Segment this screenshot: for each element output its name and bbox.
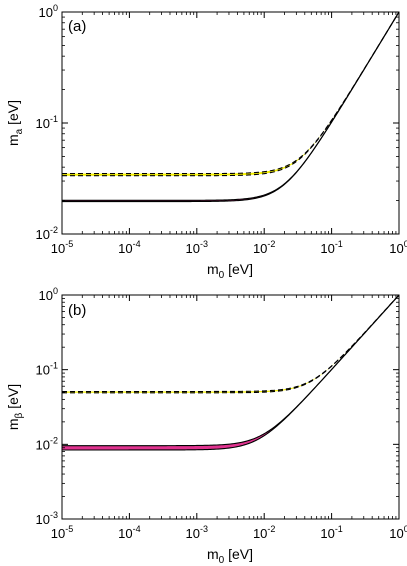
tick-exp: 0 bbox=[53, 286, 58, 296]
panel-b-x-axis-label-main: m bbox=[207, 546, 219, 562]
tick-base: 10 bbox=[253, 241, 267, 256]
tick-exp: 0 bbox=[53, 3, 58, 13]
panel-b-band-0-edge-0 bbox=[62, 294, 400, 451]
panel-b-ticks bbox=[61, 294, 400, 520]
panel-a-x-axis-label-sub: 0 bbox=[219, 270, 225, 281]
tick-exp: -3 bbox=[50, 510, 58, 520]
panel-b-x-tick-label: 10-4 bbox=[118, 524, 140, 541]
panel-b-y-tick-label: 10-1 bbox=[36, 361, 58, 378]
panel-a-x-tick-label: 100 bbox=[389, 239, 407, 256]
panel-b-x-tick-label: 10-5 bbox=[51, 524, 73, 541]
panel-b-band-0-edge-1 bbox=[62, 294, 400, 447]
tick-exp: -1 bbox=[50, 114, 58, 124]
panel-a-y-axis-label-unit: [eV] bbox=[5, 100, 21, 129]
tick-base: 10 bbox=[39, 5, 53, 20]
panel-b-y-tick-label: 10-3 bbox=[36, 510, 58, 527]
tick-base: 10 bbox=[186, 241, 200, 256]
tick-base: 10 bbox=[36, 116, 50, 131]
panel-a-y-tick-label: 10-1 bbox=[36, 114, 58, 131]
panel-a-x-axis-label: m0 [eV] bbox=[207, 261, 253, 281]
tick-exp: -1 bbox=[50, 361, 58, 371]
tick-exp: 0 bbox=[404, 239, 407, 249]
tick-exp: -5 bbox=[65, 524, 73, 534]
tick-base: 10 bbox=[186, 526, 200, 541]
tick-exp: -3 bbox=[200, 524, 208, 534]
panel-a-x-axis-label-main: m bbox=[207, 261, 219, 277]
tick-exp: -1 bbox=[335, 239, 343, 249]
panel-b: 10-5 10-4 10-3 10-2 10-1 100 10-310-210-1100 … bbox=[5, 286, 407, 566]
panel-a-y-axis-label-sub: a bbox=[14, 128, 25, 134]
panel-a-x-tick-label: 10-3 bbox=[186, 239, 208, 256]
panel-b-band-1-edge-1 bbox=[62, 294, 400, 393]
panel-a-x-tick-label: 10-4 bbox=[118, 239, 140, 256]
panel-b-y-axis-label: mβ [eV] bbox=[5, 384, 25, 430]
panel-b-y-tick-label: 100 bbox=[39, 286, 58, 303]
panel-b-label: (b) bbox=[68, 302, 86, 319]
panel-a-y-axis-label-main: m bbox=[5, 134, 21, 146]
panel-b-x-axis-label: m0 [eV] bbox=[207, 546, 253, 566]
panel-a-band-0-edge-1 bbox=[62, 11, 400, 201]
panel-b-frame bbox=[61, 294, 400, 520]
tick-exp: -3 bbox=[200, 239, 208, 249]
tick-base: 10 bbox=[320, 526, 334, 541]
tick-base: 10 bbox=[389, 241, 403, 256]
panel-b-y-axis-label-main: m bbox=[5, 418, 21, 430]
panel-a-band-1-edge-1 bbox=[62, 11, 400, 175]
panel-b-x-axis-label-unit: [eV] bbox=[224, 546, 253, 562]
tick-exp: -5 bbox=[65, 239, 73, 249]
panel-b-lines bbox=[62, 294, 400, 451]
tick-base: 10 bbox=[51, 526, 65, 541]
tick-base: 10 bbox=[36, 512, 50, 527]
tick-exp: -2 bbox=[50, 225, 58, 235]
tick-base: 10 bbox=[118, 241, 132, 256]
panel-a-y-tick-label: 10-2 bbox=[36, 225, 58, 242]
panel-b-bands bbox=[62, 295, 399, 450]
panel-a-label: (a) bbox=[68, 18, 86, 35]
tick-base: 10 bbox=[39, 288, 53, 303]
panel-b-x-tick-label: 100 bbox=[389, 524, 407, 541]
tick-base: 10 bbox=[36, 363, 50, 378]
panel-a-x-tick-labels: 10-5 10-4 10-3 10-2 10-1 100 bbox=[51, 239, 407, 256]
tick-base: 10 bbox=[320, 241, 334, 256]
panel-a-x-tick-label: 10-2 bbox=[253, 239, 275, 256]
tick-base: 10 bbox=[118, 526, 132, 541]
panel-a-band-1-edge-0 bbox=[62, 11, 400, 177]
tick-base: 10 bbox=[51, 241, 65, 256]
panel-b-band-0-fill bbox=[62, 295, 399, 450]
panel-a-x-tick-label: 10-1 bbox=[320, 239, 342, 256]
panel-a-y-axis-label: ma [eV] bbox=[5, 100, 25, 146]
tick-exp: -1 bbox=[335, 524, 343, 534]
tick-exp: -2 bbox=[50, 435, 58, 445]
panel-a-x-axis-label-unit: [eV] bbox=[224, 261, 253, 277]
panel-a-lines bbox=[62, 11, 400, 203]
panel-b-x-tick-label: 10-2 bbox=[253, 524, 275, 541]
tick-exp: -2 bbox=[267, 524, 275, 534]
panel-a-ticks bbox=[61, 11, 400, 235]
tick-exp: -4 bbox=[133, 239, 141, 249]
panel-a-y-tick-label: 100 bbox=[39, 3, 58, 20]
tick-exp: -2 bbox=[267, 239, 275, 249]
panel-b-x-tick-labels: 10-5 10-4 10-3 10-2 10-1 100 bbox=[51, 524, 407, 541]
tick-base: 10 bbox=[36, 437, 50, 452]
panel-a-x-tick-label: 10-5 bbox=[51, 239, 73, 256]
panel-b-x-tick-label: 10-3 bbox=[186, 524, 208, 541]
panel-b-y-tick-label: 10-2 bbox=[36, 435, 58, 452]
panel-b-y-axis-label-sub: β bbox=[14, 412, 25, 418]
tick-exp: 0 bbox=[404, 524, 407, 534]
tick-base: 10 bbox=[36, 227, 50, 242]
panel-b-band-1-edge-0 bbox=[62, 294, 400, 394]
panel-b-x-axis-label-sub: 0 bbox=[219, 555, 225, 566]
panel-b-band-1-fill bbox=[62, 295, 399, 393]
panel-b-y-axis-label-unit: [eV] bbox=[5, 384, 21, 413]
tick-exp: -4 bbox=[133, 524, 141, 534]
tick-base: 10 bbox=[253, 526, 267, 541]
tick-base: 10 bbox=[389, 526, 403, 541]
panel-b-x-tick-label: 10-1 bbox=[320, 524, 342, 541]
